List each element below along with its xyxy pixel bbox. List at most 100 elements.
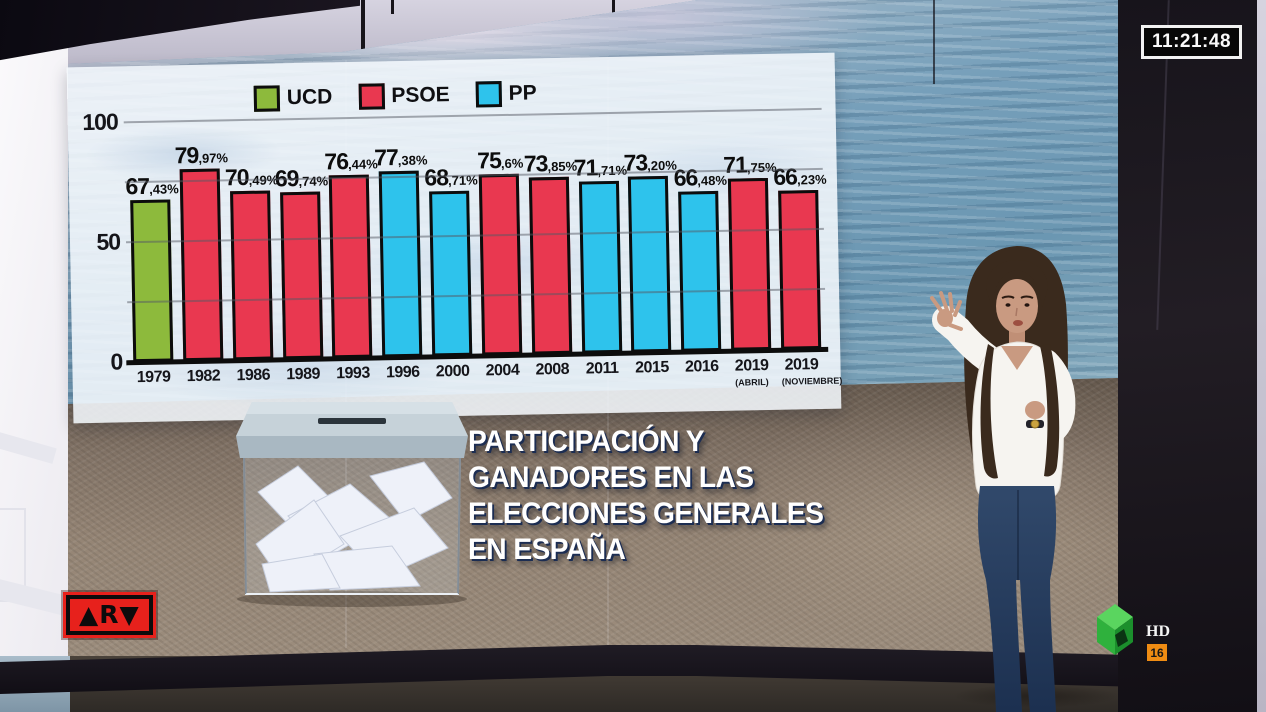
bar-value-dec: ,38% xyxy=(397,152,428,169)
bar-value-int: 75 xyxy=(477,147,502,174)
x-axis-year-label: 2000 xyxy=(435,362,470,381)
bar-1986 xyxy=(229,190,273,361)
legend-swatch-ucd xyxy=(253,85,281,112)
y-axis-tick-label: 0 xyxy=(110,348,123,375)
x-axis-year-label: 2015 xyxy=(635,358,669,377)
bar-value-int: 71 xyxy=(723,151,748,178)
legend-item-pp: PP xyxy=(475,80,537,108)
bar-value-label: 79,97% xyxy=(174,141,229,169)
rig-wire xyxy=(933,0,935,84)
x-axis-year-label: 1982 xyxy=(186,367,221,386)
x-axis-note: (ABRIL) xyxy=(735,376,769,388)
x-axis-tick: 1989 xyxy=(283,366,324,397)
legend-swatch-pp xyxy=(475,81,502,108)
bar-value-label: 75,6% xyxy=(477,147,524,174)
x-axis-tick: 1979 xyxy=(133,368,174,399)
bar-value-int: 66 xyxy=(773,163,798,190)
x-axis-year-label: 2008 xyxy=(535,360,570,379)
presenter-hand xyxy=(1025,401,1045,419)
bar-value-dec: ,74% xyxy=(298,173,329,189)
bar-value-label: 77,38% xyxy=(374,144,428,170)
x-axis-tick: 2004 xyxy=(482,362,523,393)
bar-value-label: 71,75% xyxy=(723,151,777,178)
arv-logo-text: ▲R▼ xyxy=(79,600,140,629)
lasexta-logo-icon xyxy=(1097,604,1133,655)
caption-line: GANADORES EN LAS xyxy=(468,461,754,494)
bar-value-dec: ,43% xyxy=(148,181,179,197)
x-axis-year-label: 2011 xyxy=(585,359,619,378)
caption-line: ELECCIONES GENERALES xyxy=(468,497,824,530)
presenter xyxy=(930,246,1076,712)
x-axis-tick: 2011 xyxy=(582,360,623,391)
bar-1982 xyxy=(179,168,224,362)
bar-2019 xyxy=(778,190,822,350)
x-axis-year-label: 1996 xyxy=(385,363,420,382)
x-axis-tick: 2016 xyxy=(682,358,723,389)
clock: 11:21:48 xyxy=(1141,25,1243,59)
bar-value-int: 76 xyxy=(324,148,349,175)
x-axis-note: (NOVIEMBRE) xyxy=(781,375,843,387)
x-axis-year-label: 2019 xyxy=(734,356,769,375)
bar-1996 xyxy=(378,170,423,358)
bar-value-int: 71 xyxy=(573,154,598,181)
hd-label: HD xyxy=(1146,623,1170,640)
bar-2004 xyxy=(478,173,523,356)
legend-label: PP xyxy=(508,81,537,105)
bar-2016 xyxy=(678,190,722,352)
x-axis-tick: 2019 (NOVIEMBRE) xyxy=(781,356,843,387)
age-rating-badge: 16 xyxy=(1147,644,1167,661)
x-axis-year-label: 1979 xyxy=(136,368,171,387)
bar-value-dec: ,97% xyxy=(198,150,229,166)
legend-label: UCD xyxy=(286,85,333,110)
wall-reflection-shape xyxy=(0,576,68,616)
x-axis-year-label: 2016 xyxy=(684,357,719,376)
bar-value-dec: ,23% xyxy=(796,171,827,188)
legend-item-psoe: PSOE xyxy=(358,82,450,110)
legend-swatch-psoe xyxy=(358,83,385,110)
ceiling-rod xyxy=(391,0,394,14)
bar-value-label: 70,49% xyxy=(225,164,279,190)
x-axis-tick: 1996 xyxy=(383,364,424,395)
caption-title: PARTICIPACIÓN Y GANADORES EN LAS ELECCIO… xyxy=(468,424,824,568)
x-axis-tick: 2015 xyxy=(632,359,673,390)
studio-wall-left xyxy=(0,0,68,664)
wall-reflection-shape xyxy=(0,428,57,464)
bar-value-label: 76,44% xyxy=(324,148,378,175)
bar-value-int: 66 xyxy=(673,164,698,191)
x-axis-tick: 2000 xyxy=(432,363,473,394)
x-axis-tick: 1986 xyxy=(233,366,274,397)
x-axis-year-label: 2004 xyxy=(485,361,520,380)
clock-time: 11:21:48 xyxy=(1152,31,1232,52)
legend-label: PSOE xyxy=(391,83,450,108)
x-axis-tick: 1993 xyxy=(333,365,374,396)
y-axis-tick-label: 100 xyxy=(82,108,118,136)
x-axis-tick: 2019 (ABRIL) xyxy=(731,357,772,388)
bar-2015 xyxy=(628,175,672,353)
bar-value-label: 68,71% xyxy=(424,164,478,190)
studio-panel-right xyxy=(1118,0,1257,712)
bar-value-label: 71,71% xyxy=(573,154,628,181)
caption-line: PARTICIPACIÓN Y xyxy=(468,425,705,458)
x-axis-tick: 1982 xyxy=(183,367,224,398)
caption-line: EN ESPAÑA xyxy=(468,533,626,566)
bar-2008 xyxy=(528,176,572,355)
studio-edge-right xyxy=(1257,0,1266,712)
x-axis-year-label: 1989 xyxy=(286,365,321,384)
presenter-face xyxy=(996,279,1038,333)
chart-plot: 67,43%79,97%70,49%69,74%76,44%77,38%68,7… xyxy=(123,107,827,363)
x-axis-year-label: 1993 xyxy=(336,364,370,383)
bar-value-dec: ,6% xyxy=(500,155,524,172)
bar-2000 xyxy=(429,190,473,357)
bar-value-label: 67,43% xyxy=(125,173,179,199)
chart-y-axis: 100 50 0 xyxy=(67,66,126,423)
bar-2019 xyxy=(728,177,772,351)
arv-logo: ▲R▼ xyxy=(63,592,156,638)
bar-value-int: 79 xyxy=(174,141,199,169)
bar-2011 xyxy=(578,180,622,354)
arv-logo-frame: ▲R▼ xyxy=(66,595,153,635)
presenter-raised-hand xyxy=(930,291,963,331)
bar-1993 xyxy=(329,174,373,359)
bar-1979 xyxy=(130,199,174,363)
